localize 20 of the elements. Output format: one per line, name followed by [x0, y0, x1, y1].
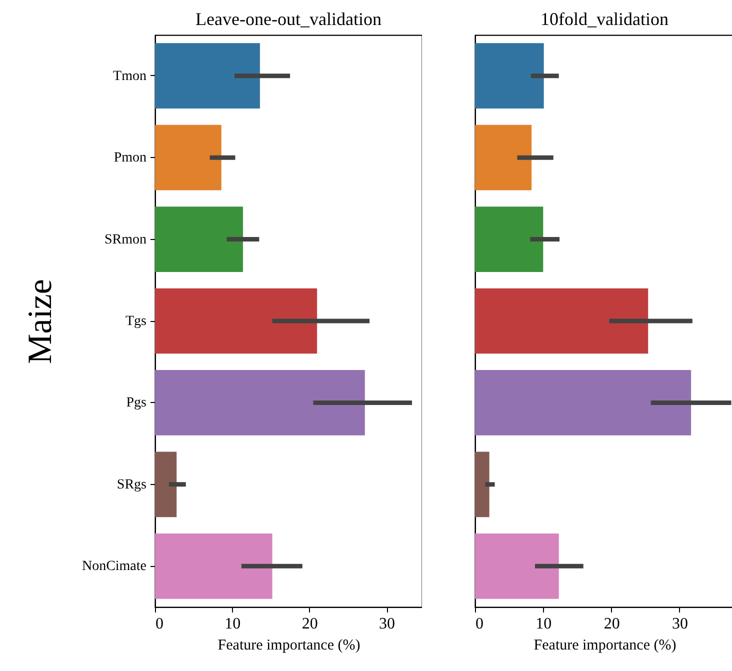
x-tick-label: 0: [156, 616, 164, 632]
x-tick-label: 0: [476, 616, 484, 632]
y-tick-label: Tgs: [126, 314, 146, 329]
y-tick-label: SRgs: [116, 477, 146, 492]
chart-title: 10fold_validation: [540, 9, 668, 29]
x-tick-label: 10: [536, 616, 552, 632]
y-tick-label: NonCimate: [82, 559, 146, 574]
x-tick-label: 20: [604, 616, 620, 632]
chart-title: Leave-one-out_validation: [196, 9, 382, 29]
y-tick-label: Tmon: [113, 68, 146, 84]
x-tick-label: 30: [379, 616, 396, 632]
y-tick-label: SRmon: [104, 232, 146, 248]
x-axis-title: Feature importance (%): [218, 638, 360, 654]
x-tick-label: 10: [224, 616, 241, 632]
x-tick-label: 30: [672, 616, 688, 632]
x-tick-label: 20: [302, 616, 318, 632]
y-tick-label: Pmon: [114, 150, 146, 166]
y-tick-label: Pgs: [126, 396, 146, 411]
x-axis-title: Feature importance (%): [534, 638, 676, 654]
y-axis-title: Maize: [22, 279, 59, 364]
